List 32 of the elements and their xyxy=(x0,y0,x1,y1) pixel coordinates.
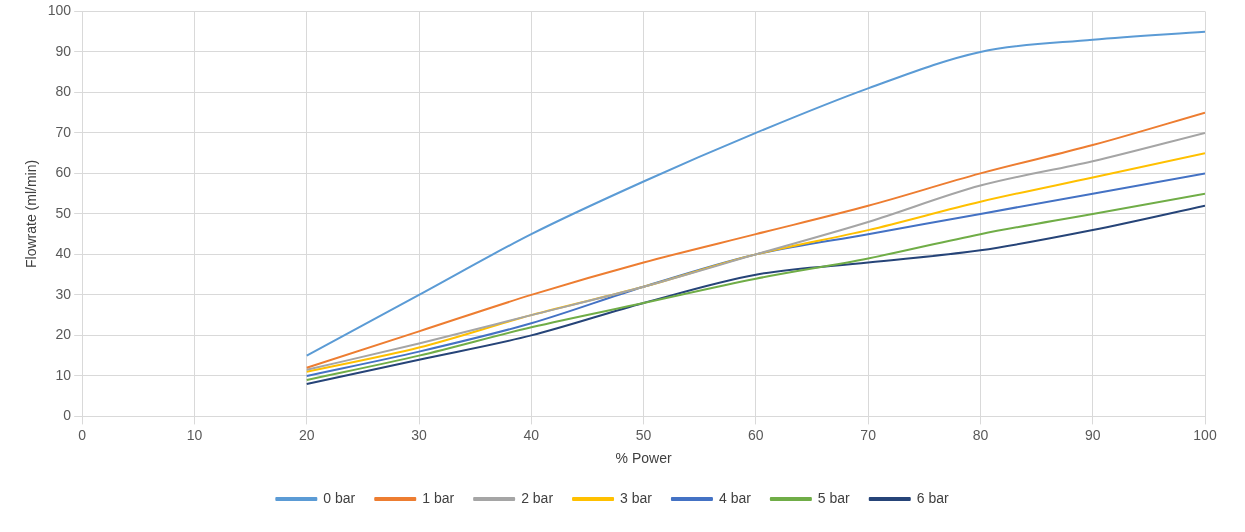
y-tick-label: 40 xyxy=(55,245,72,262)
y-tick-label: 90 xyxy=(55,42,72,59)
x-tick-label: 90 xyxy=(1084,426,1101,443)
x-tick-label: 50 xyxy=(635,426,652,443)
y-tick-label: 50 xyxy=(55,204,72,221)
line-series xyxy=(305,30,1205,357)
legend-label: 2 bar xyxy=(521,489,554,506)
legend-label: 0 bar xyxy=(323,489,356,506)
x-tick-label: 80 xyxy=(972,426,989,443)
x-tick-label: 60 xyxy=(748,426,764,443)
x-axis-title: % Power xyxy=(615,450,672,467)
y-tick-label: 80 xyxy=(55,83,72,100)
x-tick-label: 30 xyxy=(411,426,428,443)
y-tick-label: 20 xyxy=(55,326,72,343)
y-tick-label: 0 xyxy=(63,407,72,424)
x-tick-label: 0 xyxy=(78,426,87,443)
legend-label: 5 bar xyxy=(817,489,851,506)
legend-label: 3 bar xyxy=(620,489,653,506)
legend-label: 6 bar xyxy=(916,489,950,506)
y-tick-label: 30 xyxy=(55,285,72,302)
legend-label: 1 bar xyxy=(422,489,455,506)
y-tick-label: 70 xyxy=(55,123,72,140)
y-axis-title: Flowrate (ml/min) xyxy=(23,159,40,268)
x-tick-label: 70 xyxy=(860,426,877,443)
y-tick-label: 60 xyxy=(55,164,72,181)
x-tick-label: 40 xyxy=(523,426,540,443)
y-tick-label: 100 xyxy=(47,2,72,19)
legend-label: 4 bar xyxy=(718,489,752,506)
x-tick-label: 20 xyxy=(298,426,315,443)
x-tick-label: 10 xyxy=(186,426,203,443)
x-tick-label: 100 xyxy=(1193,426,1217,443)
y-tick-label: 10 xyxy=(55,366,72,383)
